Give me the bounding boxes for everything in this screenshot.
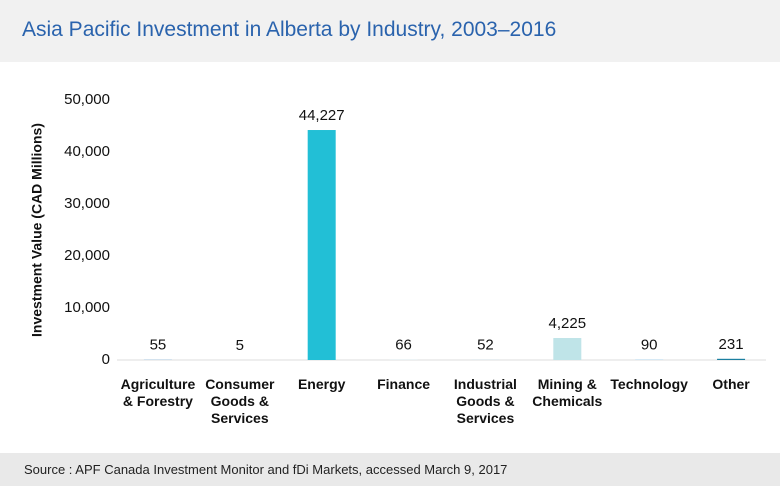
x-tick-label: Industrial Goods & Services	[453, 376, 517, 426]
bar	[553, 338, 582, 360]
value-label: 90	[641, 337, 658, 354]
x-tick-label: Finance	[377, 376, 431, 392]
header: Asia Pacific Investment in Alberta by In…	[0, 0, 780, 62]
y-tick-label: 40,000	[64, 143, 110, 160]
x-tick-label: Mining & Chemicals	[532, 376, 603, 409]
x-tick-label: Agriculture & Forestry	[120, 376, 196, 409]
value-label: 52	[477, 337, 494, 354]
x-tick-label: Consumer Goods & Services	[205, 376, 275, 426]
y-tick-label: 30,000	[64, 195, 110, 212]
bar	[717, 358, 746, 360]
source-note: Source : APF Canada Investment Monitor a…	[24, 462, 508, 477]
bar	[307, 130, 336, 360]
value-label: 4,225	[549, 315, 587, 332]
y-tick-label: 10,000	[64, 299, 110, 316]
y-tick-label: 50,000	[64, 91, 110, 108]
value-label: 44,227	[299, 107, 345, 124]
chart-title: Asia Pacific Investment in Alberta by In…	[22, 18, 557, 41]
value-label: 66	[395, 337, 412, 354]
footer: Source : APF Canada Investment Monitor a…	[0, 453, 780, 486]
y-axis-label: Investment Value (CAD Millions)	[29, 123, 45, 337]
y-tick-label: 20,000	[64, 247, 110, 264]
x-tick-label: Other	[712, 376, 750, 392]
y-tick-label: 0	[102, 351, 110, 368]
x-tick-label: Technology	[610, 376, 688, 392]
value-label: 231	[719, 336, 744, 353]
value-label: 5	[236, 337, 244, 354]
x-tick-label: Energy	[297, 376, 346, 392]
value-label: 55	[150, 337, 167, 354]
